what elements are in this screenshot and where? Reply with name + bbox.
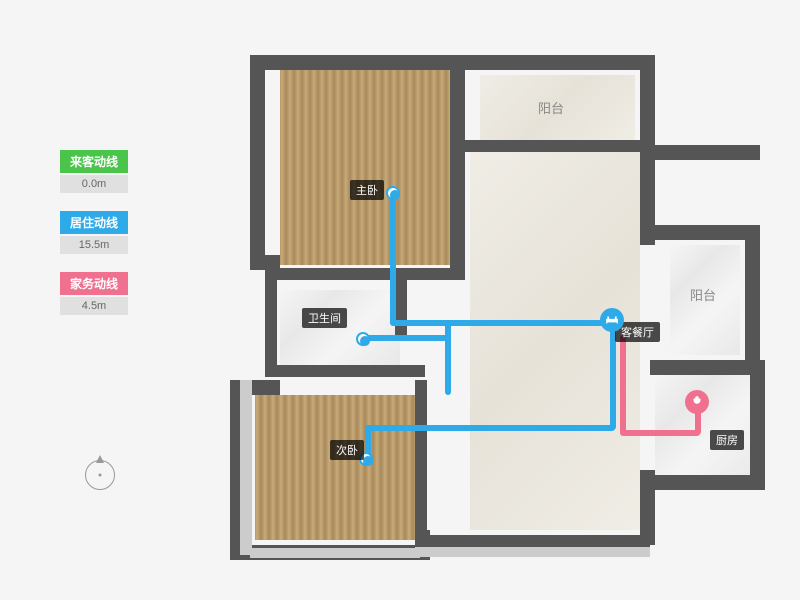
flow-line-pink-line bbox=[620, 335, 626, 435]
wall bbox=[640, 475, 765, 490]
legend-label: 来客动线 bbox=[60, 150, 128, 173]
wall bbox=[395, 280, 407, 335]
flow-line-blue-line bbox=[360, 335, 450, 341]
room-label-balcony_right: 阳台 bbox=[690, 285, 716, 304]
wall bbox=[230, 380, 280, 395]
legend-label: 家务动线 bbox=[60, 272, 128, 295]
legend-value: 0.0m bbox=[60, 175, 128, 193]
flow-line-blue-line bbox=[365, 425, 615, 431]
legend-item-living: 居住动线 15.5m bbox=[60, 211, 128, 254]
room-label-kitchen: 厨房 bbox=[710, 430, 744, 450]
wall bbox=[750, 360, 765, 485]
legend: 来客动线 0.0m 居住动线 15.5m 家务动线 4.5m bbox=[60, 150, 128, 333]
shadow bbox=[240, 380, 252, 555]
pot-icon bbox=[685, 390, 709, 414]
shadow bbox=[415, 547, 650, 557]
room-label-master_bedroom: 主卧 bbox=[350, 180, 384, 200]
flow-line-blue-line bbox=[390, 190, 396, 325]
wall bbox=[460, 140, 640, 152]
legend-value: 4.5m bbox=[60, 297, 128, 315]
wall bbox=[265, 365, 425, 377]
legend-item-chores: 家务动线 4.5m bbox=[60, 272, 128, 315]
room-label-bathroom: 卫生间 bbox=[302, 308, 347, 328]
wall bbox=[745, 225, 760, 365]
room-second_bedroom bbox=[255, 395, 420, 540]
wall bbox=[650, 145, 760, 160]
room-master_bedroom bbox=[280, 70, 450, 265]
legend-value: 15.5m bbox=[60, 236, 128, 254]
bed-icon bbox=[600, 308, 624, 332]
legend-label: 居住动线 bbox=[60, 211, 128, 234]
wall bbox=[650, 225, 750, 240]
wall bbox=[415, 380, 427, 540]
room-label-balcony_top: 阳台 bbox=[538, 98, 564, 117]
wall bbox=[265, 268, 465, 280]
floorplan: 主卧卫生间次卧客餐厅阳台阳台厨房 bbox=[220, 50, 765, 550]
room-label-second_bedroom: 次卧 bbox=[330, 440, 364, 460]
compass-icon bbox=[85, 460, 115, 490]
wall bbox=[450, 65, 465, 280]
shadow bbox=[250, 548, 420, 558]
flow-line-blue-line bbox=[390, 320, 615, 326]
legend-item-visitor: 来客动线 0.0m bbox=[60, 150, 128, 193]
wall bbox=[250, 55, 265, 270]
wall bbox=[265, 280, 277, 370]
wall bbox=[640, 55, 655, 245]
flow-line-pink-line bbox=[620, 430, 700, 436]
flow-line-blue-line bbox=[445, 320, 451, 395]
room-kitchen bbox=[655, 375, 755, 480]
